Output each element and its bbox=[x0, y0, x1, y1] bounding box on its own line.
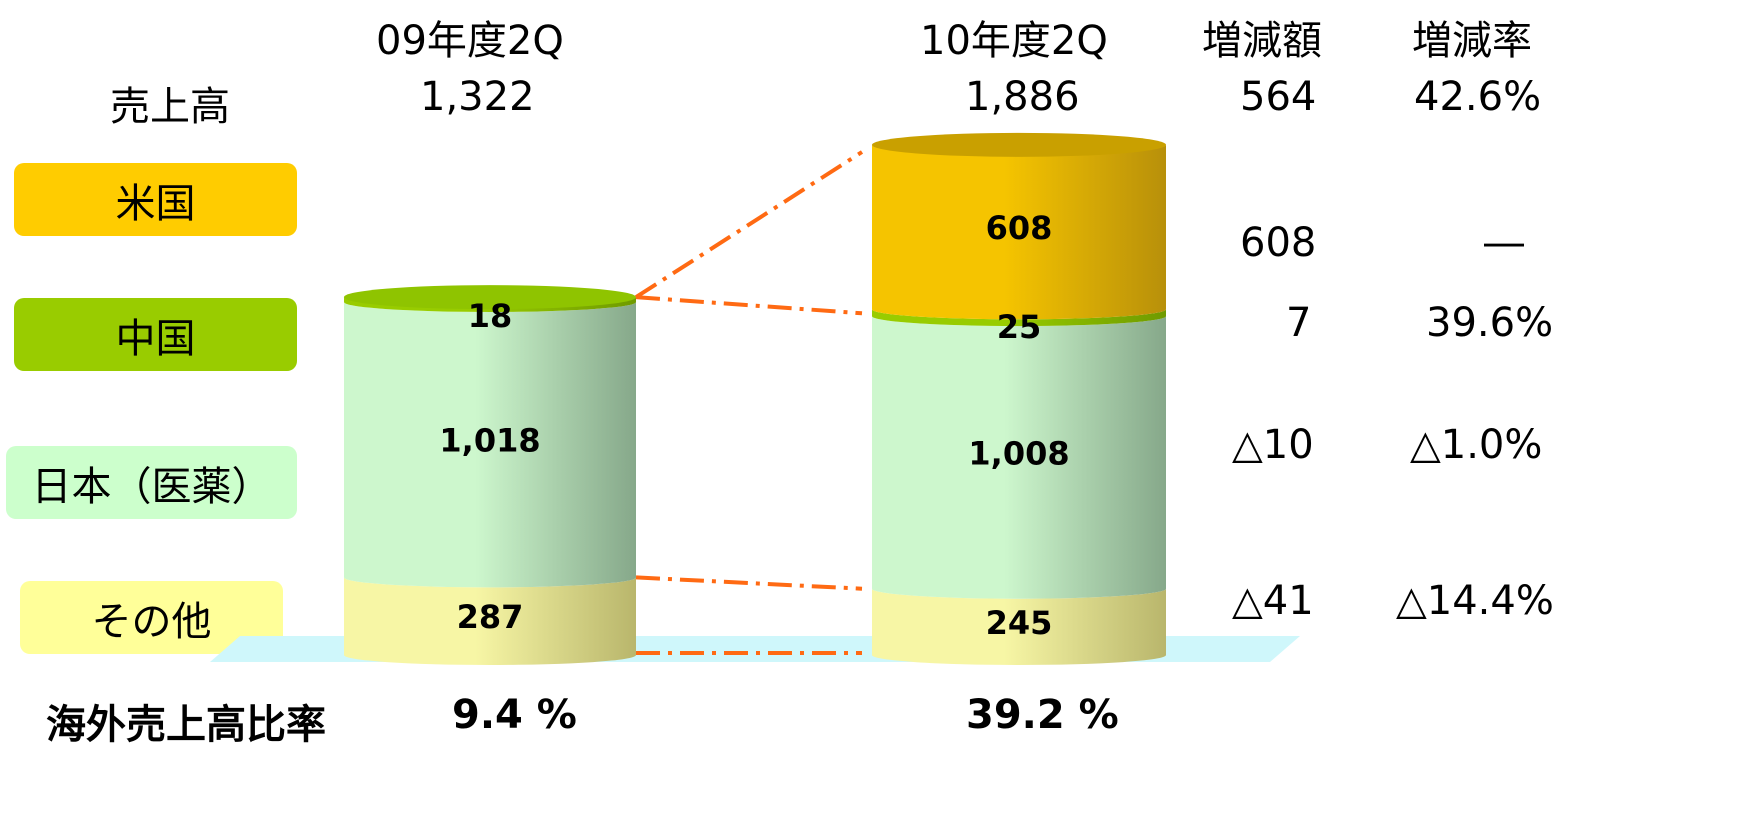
sales-rate: 42.6% bbox=[1414, 74, 1542, 120]
legend-us-label: 米国 bbox=[115, 180, 196, 227]
legend-other-label: その他 bbox=[91, 598, 212, 645]
bar-0-2 bbox=[344, 297, 636, 312]
change-china-rate: 39.6% bbox=[1426, 300, 1554, 346]
change-us-rate: ― bbox=[1484, 220, 1524, 266]
legend-japan-label: 日本（医薬） bbox=[31, 463, 272, 510]
bar-0-0 bbox=[344, 577, 636, 665]
cylinder-top-0 bbox=[344, 285, 636, 310]
overseas-year1: 9.4 % bbox=[452, 692, 577, 738]
change-china-diff: 7 bbox=[1286, 300, 1312, 346]
legend-us: 米国 bbox=[14, 163, 297, 236]
bar-1-1 bbox=[872, 316, 1166, 599]
header-rate: 増減率 bbox=[1412, 18, 1532, 64]
change-other-rate: △14.4% bbox=[1396, 578, 1554, 624]
bar-1-2 bbox=[872, 309, 1166, 327]
change-other-diff: △41 bbox=[1232, 578, 1314, 624]
legend-china-label: 中国 bbox=[115, 315, 196, 362]
bar-1-0 bbox=[872, 588, 1166, 665]
sales-label: 売上高 bbox=[110, 84, 230, 130]
data-label-0-2: 18 bbox=[468, 297, 513, 335]
connector-line-2 bbox=[635, 575, 863, 591]
data-label-0-0: 287 bbox=[457, 598, 524, 636]
change-japan-rate: △1.0% bbox=[1410, 422, 1543, 468]
cylinder-top-1 bbox=[872, 132, 1166, 157]
sales-year2: 1,886 bbox=[965, 74, 1080, 120]
data-label-0-1: 1,018 bbox=[439, 422, 540, 460]
connector-line-0 bbox=[634, 150, 864, 299]
header-year2: 10年度2Q bbox=[920, 18, 1108, 64]
bar-1-3 bbox=[872, 144, 1166, 320]
data-label-1-1: 1,008 bbox=[968, 434, 1069, 472]
legend-japan: 日本（医薬） bbox=[6, 446, 297, 519]
header-diff: 増減額 bbox=[1202, 18, 1322, 64]
change-us-diff: 608 bbox=[1240, 220, 1317, 266]
sales-diff: 564 bbox=[1240, 74, 1317, 120]
data-label-1-3: 608 bbox=[986, 209, 1053, 247]
data-label-1-2: 25 bbox=[997, 308, 1042, 346]
overseas-label: 海外売上高比率 bbox=[46, 702, 326, 748]
overseas-year2: 39.2 % bbox=[966, 692, 1119, 738]
legend-china: 中国 bbox=[14, 298, 297, 371]
data-label-1-0: 245 bbox=[986, 604, 1053, 642]
header-year1: 09年度2Q bbox=[376, 18, 564, 64]
connector-line-1 bbox=[635, 295, 863, 316]
change-japan-diff: △10 bbox=[1232, 422, 1314, 468]
sales-year1: 1,322 bbox=[420, 74, 535, 120]
bar-0-1 bbox=[344, 301, 636, 588]
